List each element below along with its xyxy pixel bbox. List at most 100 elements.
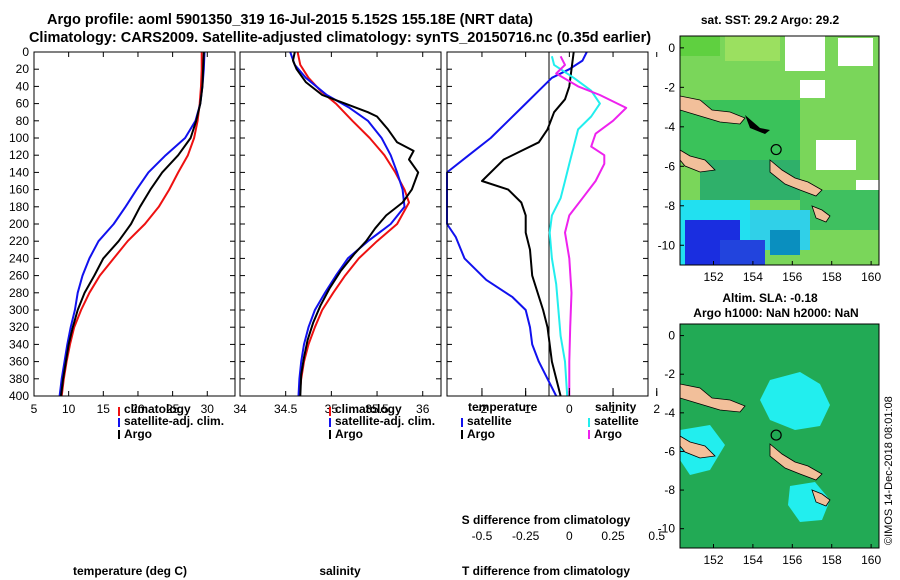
series-line-s-argo [555,55,628,396]
sst-map-title: sat. SST: 29.2 Argo: 29.2 [701,13,840,27]
legend-title-salinity: salinity [595,400,637,414]
series-line-argo [292,51,420,397]
lat-tick-label: -2 [664,367,675,381]
legend-label-s-satellite: satellite [594,414,639,428]
depth-tick-label: 180 [9,200,29,214]
temperature-panel: 0 20 40 60 80 100 120 140 160 180 200 220 240 260 280 3… [9,45,236,578]
lon-tick-label: 154 [743,270,763,284]
lon-tick-label: 160 [861,270,881,284]
depth-axis-labels: 0 20 40 60 80 100 120 140 160 180 200 220 240 260 280 3… [9,45,29,403]
depth-tick-label: 280 [9,286,29,300]
legend-label-t-satellite: satellite [467,414,512,428]
argo-position-marker [770,143,782,156]
legend-label-satellite: satellite-adj. clim. [335,414,435,428]
depth-tick-label: 140 [9,165,29,179]
salinity-xlabel: salinity [319,564,361,578]
lon-tick-label: 154 [743,553,763,567]
legend-label-s-argo: Argo [594,427,622,441]
salinity-x-ticks: 34 34.5 35 35.5 36 [233,52,430,416]
depth-tick-label: 340 [9,337,29,351]
sla-map-frame [679,323,880,549]
title-line-1: Argo profile: aoml 5901350_319 16-Jul-20… [47,12,533,28]
x-tick-label: 30 [201,402,215,416]
depth-tick-label: 400 [9,389,29,403]
lon-tick-label: 158 [822,270,842,284]
salinity-diff-ticks: -0.5 -0.25 0 0.25 0.5 [472,388,665,543]
depth-tick-label: 240 [9,251,29,265]
argo-position-marker [770,429,782,441]
x-tick-label: 35 [325,402,339,416]
depth-tick-label: 300 [9,303,29,317]
h-map-title: Argo h1000: NaN h2000: NaN [693,306,858,320]
salinity-legend: climatology satellite-adj. clim. Argo [329,402,435,441]
x-tick-label: -1 [520,402,531,416]
depth-tick-label: 200 [9,217,29,231]
lat-tick-label: -10 [658,522,676,536]
series-line-climatology [296,51,410,397]
x-tick-label: 20 [131,402,145,416]
s-tick-label: 0.25 [601,529,625,543]
x-tick-label: 34 [233,402,247,416]
temperature-legend: climatology satellite-adj. clim. Argo [118,402,224,441]
depth-tick-label: 40 [16,79,30,93]
depth-tick-label: 60 [16,97,30,111]
lon-tick-label: 156 [782,270,802,284]
x-tick-label: 34.5 [274,402,298,416]
lat-tick-label: -10 [658,238,676,252]
salinity-panel: 34 34.5 35 35.5 36 salinity climatology sate… [233,51,442,578]
s-tick-label: 0.5 [648,529,665,543]
depth-tick-label: 160 [9,183,29,197]
imos-stamp: ©IMOS 14-Dec-2018 08:01:08 [883,396,895,545]
depth-tick-label: 380 [9,372,29,386]
lat-tick-label: -6 [664,159,675,173]
series-line-argo [60,51,205,397]
legend-label-satellite: satellite-adj. clim. [124,414,224,428]
temperature-plot-frame [33,51,236,397]
sla-anomaly-patch [760,372,830,430]
sst-lat-ticks: 0 -2 -4 -6 -8 -10 [658,41,684,252]
x-tick-label: 25 [166,402,180,416]
lon-tick-label: 156 [782,553,802,567]
depth-tick-label: 360 [9,355,29,369]
sla-map-title: Altim. SLA: -0.18 [722,291,818,305]
depth-tick-label: 100 [9,131,29,145]
lat-tick-label: -2 [664,80,675,94]
s-tick-label: -0.25 [512,529,540,543]
sst-lon-ticks: 152 154 156 158 160 [703,261,881,284]
s-difference-label: S difference from climatology [462,513,631,527]
series-line-t-satellite [446,51,588,397]
lon-tick-label: 160 [861,553,881,567]
lat-tick-label: 0 [668,41,675,55]
x-tick-label: 1 [610,402,617,416]
depth-tick-label: 20 [16,62,30,76]
cloud-mask [785,36,825,71]
lat-tick-label: -4 [664,120,675,134]
x-tick-label: 10 [62,402,76,416]
depth-tick-label: 120 [9,148,29,162]
sla-lat-ticks: 0 -2 -4 -6 -8 -10 [658,329,684,536]
x-tick-label: 35.5 [365,402,389,416]
x-tick-label: 36 [416,402,430,416]
temperature-xlabel: temperature (deg C) [73,564,187,578]
depth-tick-label: 220 [9,234,29,248]
difference-legend: temperature salinity satellite Argo sate… [461,400,639,441]
legend-label-t-argo: Argo [467,427,495,441]
sst-map: 152 154 156 158 160 0 -2 -4 -6 -8 -10 [658,35,881,284]
x-tick-label: 2 [653,402,660,416]
lat-tick-label: -8 [664,199,675,213]
legend-label-argo: Argo [124,427,152,441]
x-tick-label: 0 [566,402,573,416]
lon-tick-label: 158 [822,553,842,567]
legend-label-argo: Argo [335,427,363,441]
t-difference-label: T difference from climatology [462,564,630,578]
depth-tick-label: 0 [22,45,29,59]
x-tick-label: 15 [97,402,111,416]
depth-tick-label: 320 [9,320,29,334]
lon-tick-label: 152 [703,270,723,284]
x-tick-label: 5 [31,402,38,416]
temperature-x-ticks: 5 10 15 20 25 30 [31,52,215,416]
series-line-t-argo [481,51,575,397]
difference-panel: -2 -1 0 1 2 -0.5 -0.25 0 0.25 0.5 S difference f… [446,51,665,578]
x-tick-label: -2 [477,402,488,416]
legend-label-climatology: climatology [124,402,191,416]
